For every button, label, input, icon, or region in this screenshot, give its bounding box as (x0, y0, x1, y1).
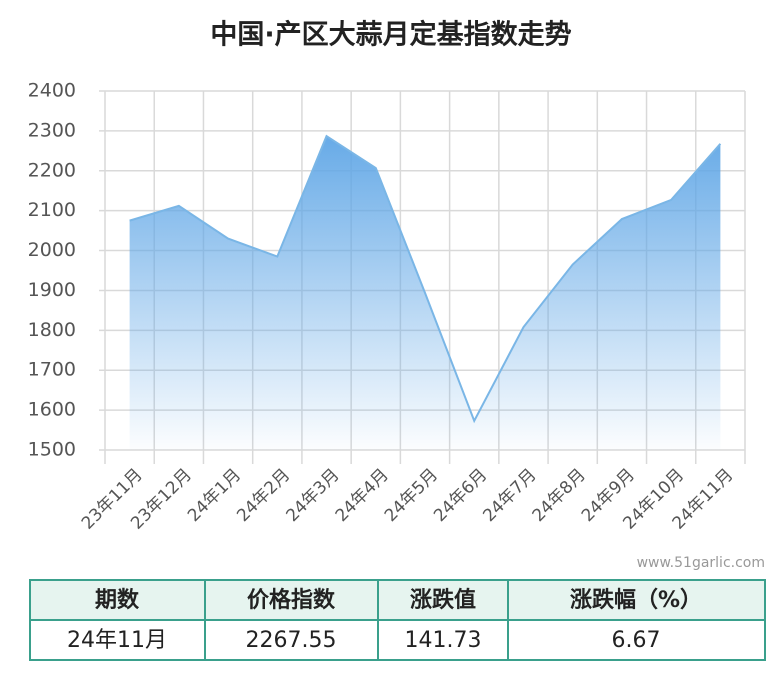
table-header-cell: 期数 (95, 587, 140, 613)
line (129, 134, 722, 424)
y-tick-label: 2200 (28, 159, 76, 181)
y-tick-label: 2000 (28, 239, 76, 261)
y-tick-label: 1700 (28, 359, 76, 381)
y-tick-label: 2300 (28, 119, 76, 141)
watermark: www.51garlic.com (637, 555, 765, 571)
table-header-bg (30, 580, 765, 620)
table-header-cell: 涨跌幅（%） (570, 588, 702, 613)
table-cell: 2267.55 (246, 628, 337, 653)
table: 期数 价格指数 涨跌值 涨跌幅（%） 24年11月 2267.55 141.73 6.67 (29, 579, 766, 661)
y-tick-label: 2100 (28, 199, 76, 221)
table-cell: 6.67 (612, 628, 661, 653)
chart-title: 中国·产区大蒜月定基指数走势 (210, 19, 571, 51)
table-cell: 141.73 (405, 628, 482, 653)
y-tick-label: 1900 (28, 279, 76, 301)
y-tick-label: 2400 (28, 80, 76, 102)
y-tick-label: 1800 (28, 319, 76, 341)
x-tick-label: 24年1月 (184, 465, 245, 526)
y-tick-label: 1500 (28, 439, 76, 461)
x-tick-label: 24年3月 (282, 465, 343, 526)
x-tick-label: 24年7月 (479, 465, 540, 526)
table-header-cell: 涨跌值 (410, 587, 476, 613)
x-tick-label: 24年4月 (332, 465, 393, 526)
table-header-cell: 价格指数 (247, 587, 336, 613)
x-tick-label: 24年6月 (430, 465, 491, 526)
x-tick-label: 24年5月 (381, 465, 442, 526)
y-tick-label: 1600 (28, 399, 76, 421)
x-tick-label: 24年2月 (233, 465, 294, 526)
x-tick-label: 24年8月 (529, 465, 590, 526)
table-cell: 24年11月 (67, 628, 167, 653)
